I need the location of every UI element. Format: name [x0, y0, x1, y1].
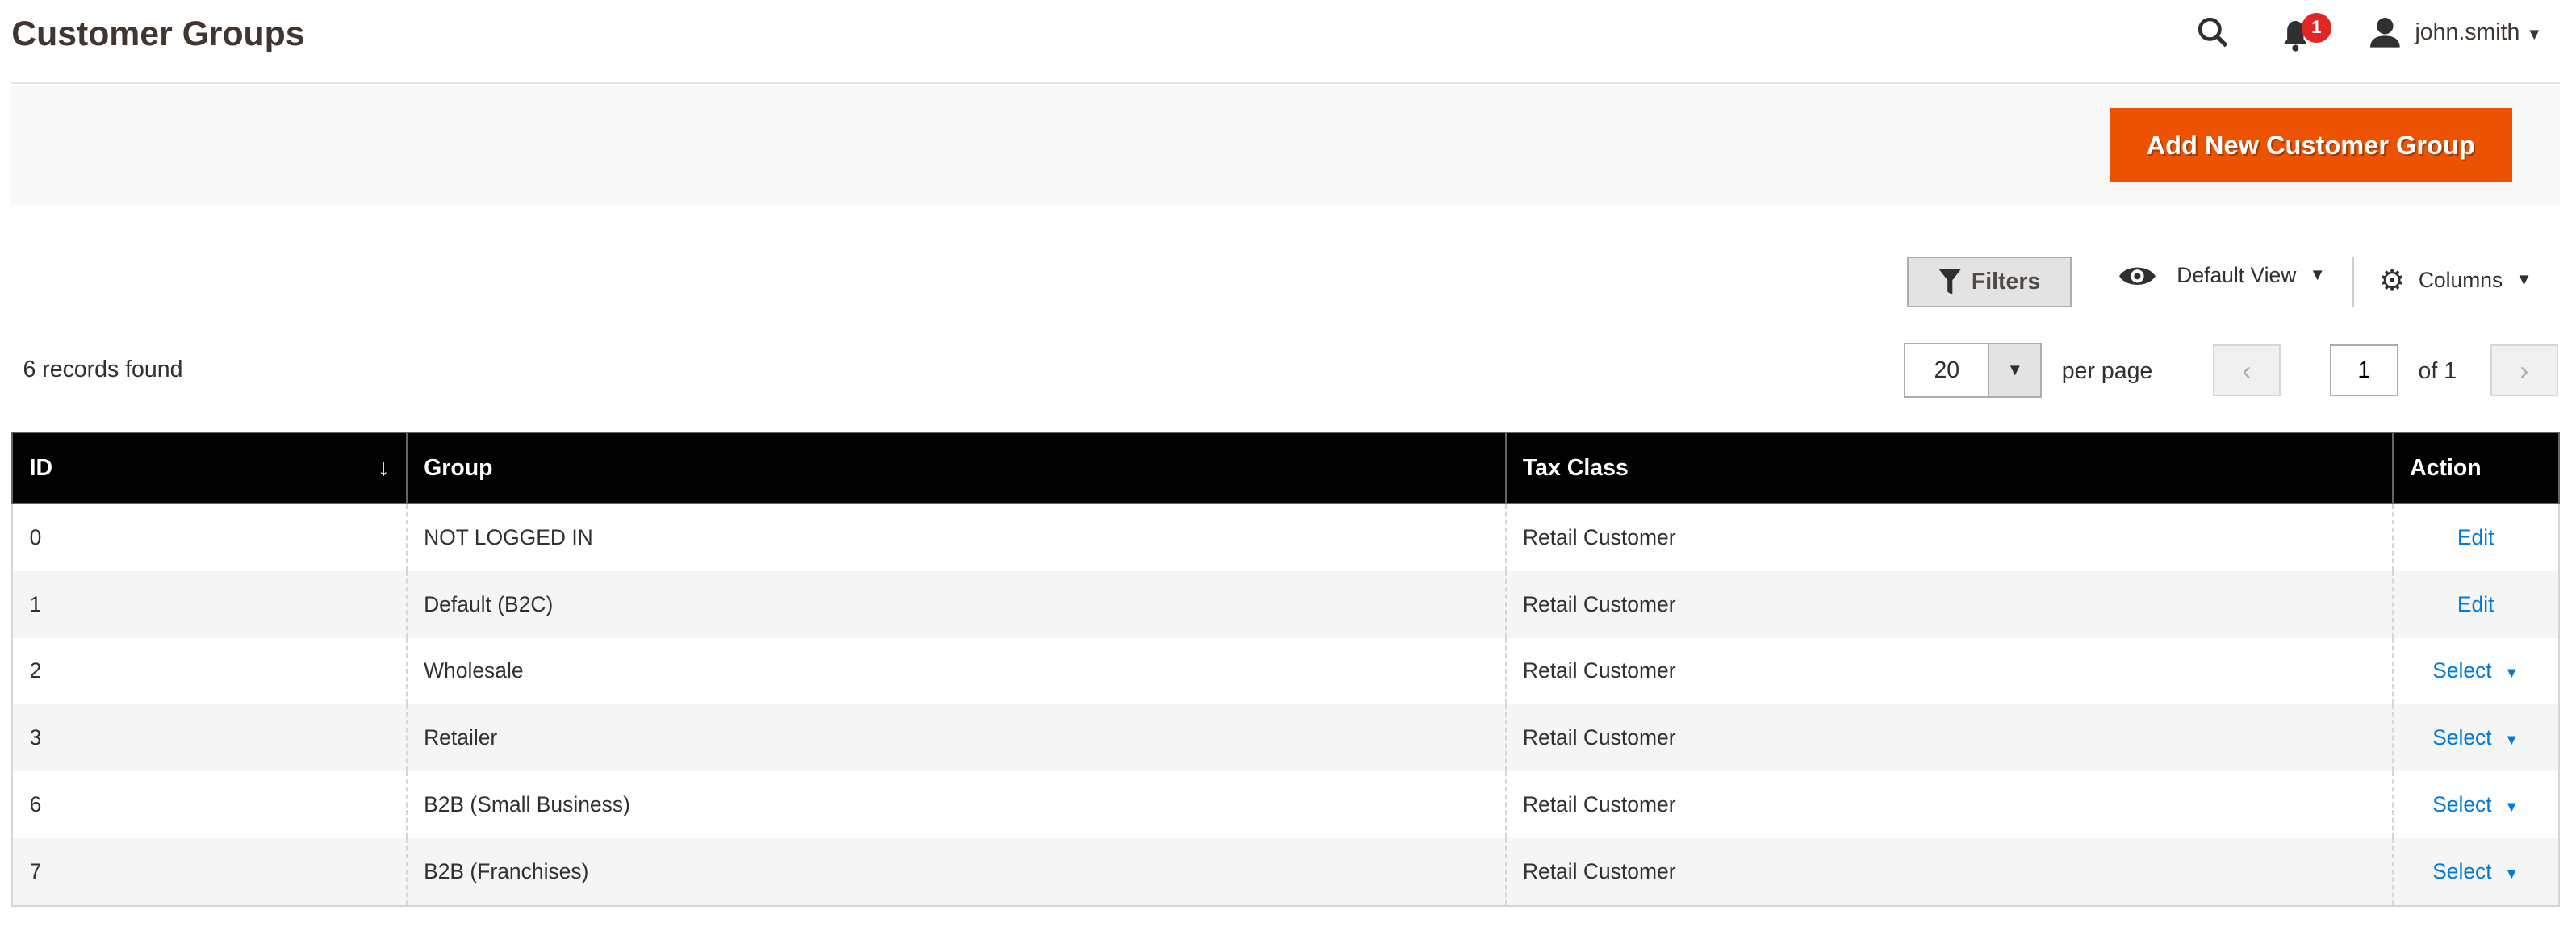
cell-action: Edit [2391, 570, 2559, 638]
table-row: 3 Retailer Retail Customer Select ▼ [12, 704, 2559, 772]
prev-page-button[interactable]: ‹ [2213, 344, 2281, 396]
column-header-id[interactable]: ID ↓ [11, 432, 408, 504]
caret-down-icon: ▼ [2504, 731, 2520, 749]
page-input[interactable] [2329, 344, 2399, 396]
caret-down-icon: ▼ [2504, 865, 2520, 882]
header-label: ID [29, 454, 53, 481]
columns-label: Columns [2418, 267, 2503, 292]
select-action-dropdown[interactable]: Select ▼ [2432, 658, 2519, 683]
view-dropdown[interactable]: Default View ▼ [2118, 263, 2326, 290]
edit-link[interactable]: Edit [2457, 592, 2494, 616]
per-page-label: per page [2061, 357, 2153, 384]
caret-down-icon: ▼ [2526, 26, 2543, 44]
cell-tax-class: Retail Customer [1504, 704, 2393, 772]
view-label: Default View [2177, 263, 2297, 288]
table-row: 6 B2B (Small Business) Retail Customer S… [12, 771, 2559, 839]
action-label: Edit [2457, 524, 2494, 549]
table-row: 2 Wholesale Retail Customer Select ▼ [12, 637, 2559, 705]
filters-label: Filters [1971, 268, 2041, 294]
table-row: 0 NOT LOGGED IN Retail Customer Edit [12, 503, 2559, 571]
chevron-right-icon: › [2520, 355, 2529, 385]
user-menu[interactable]: john.smith ▼ [2415, 19, 2542, 46]
add-new-customer-group-button[interactable]: Add New Customer Group [2109, 108, 2512, 182]
caret-down-icon: ▼ [2504, 664, 2520, 682]
gear-icon: ⚙ [2378, 263, 2406, 297]
column-header-action: Action [2391, 432, 2560, 504]
divider [11, 81, 2560, 84]
action-label: Select [2432, 658, 2492, 683]
cell-tax-class: Retail Customer [1504, 570, 2393, 638]
records-found: 6 records found [23, 356, 183, 382]
cell-action: Select ▼ [2391, 838, 2559, 906]
edit-link[interactable]: Edit [2457, 525, 2494, 549]
action-label: Select [2432, 792, 2492, 817]
cell-group: B2B (Small Business) [405, 771, 1506, 839]
cell-group: B2B (Franchises) [405, 838, 1506, 906]
cell-tax-class: Retail Customer [1504, 503, 2393, 571]
cell-id: 7 [12, 838, 407, 906]
select-action-dropdown[interactable]: Select ▼ [2432, 725, 2519, 749]
columns-dropdown[interactable]: ⚙ Columns ▼ [2379, 263, 2532, 298]
notification-badge[interactable]: 1 [2302, 13, 2331, 43]
bell-icon[interactable] [2281, 19, 2310, 52]
filter-icon [1938, 268, 1962, 295]
caret-down-icon[interactable]: ▼ [1988, 344, 2041, 396]
caret-down-icon: ▼ [2309, 266, 2326, 285]
separator [2352, 256, 2355, 307]
cell-id: 1 [12, 570, 407, 638]
cell-tax-class: Retail Customer [1504, 771, 2393, 839]
cell-group: NOT LOGGED IN [405, 503, 1506, 571]
cell-id: 6 [29, 792, 42, 817]
action-label: Select [2432, 725, 2492, 750]
cell-action: Select ▼ [2391, 771, 2559, 839]
cell-id: 2 [29, 658, 42, 683]
username: john.smith [2415, 19, 2520, 46]
action-label: Edit [2457, 591, 2494, 616]
cell-action: Edit [2391, 503, 2559, 571]
per-page-value: 20 [1934, 357, 1960, 383]
cell-group: Default (B2C) [405, 570, 1506, 638]
table-row: 7 B2B (Franchises) Retail Customer Selec… [12, 838, 2559, 906]
next-page-button[interactable]: › [2490, 344, 2558, 396]
user-icon[interactable] [2369, 16, 2402, 49]
cell-group: Retailer [405, 704, 1506, 772]
caret-down-icon: ▼ [2515, 270, 2532, 289]
column-header-group[interactable]: Group [405, 432, 1507, 504]
select-action-dropdown[interactable]: Select ▼ [2432, 859, 2519, 883]
page-total: of 1 [2418, 357, 2457, 384]
page-title: Customer Groups [11, 15, 305, 54]
sort-arrow-down-icon: ↓ [378, 454, 390, 481]
column-header-tax-class[interactable]: Tax Class [1504, 432, 2394, 504]
cell-group: Wholesale [405, 637, 1506, 705]
chevron-left-icon: ‹ [2242, 355, 2252, 385]
cell-tax-class: Retail Customer [1504, 838, 2393, 906]
eye-icon [2119, 267, 2156, 285]
cell-tax-class: Retail Customer [1504, 637, 2393, 705]
table-row: 1 Default (B2C) Retail Customer Edit [12, 570, 2559, 638]
caret-down-icon: ▼ [2504, 798, 2520, 816]
select-action-dropdown[interactable]: Select ▼ [2432, 792, 2519, 816]
customer-groups-table: ID ↓ Group Tax Class Action 0 NOT LOGGED … [11, 432, 2560, 907]
cell-id: 3 [12, 704, 407, 772]
per-page-select[interactable]: 20 ▼ [1904, 343, 2043, 398]
action-label: Select [2432, 859, 2492, 883]
filters-button[interactable]: Filters [1907, 256, 2072, 307]
search-icon[interactable] [2197, 16, 2230, 49]
cell-id: 0 [29, 524, 42, 549]
cell-action: Select ▼ [2391, 704, 2559, 772]
cell-action: Select ▼ [2391, 637, 2559, 705]
